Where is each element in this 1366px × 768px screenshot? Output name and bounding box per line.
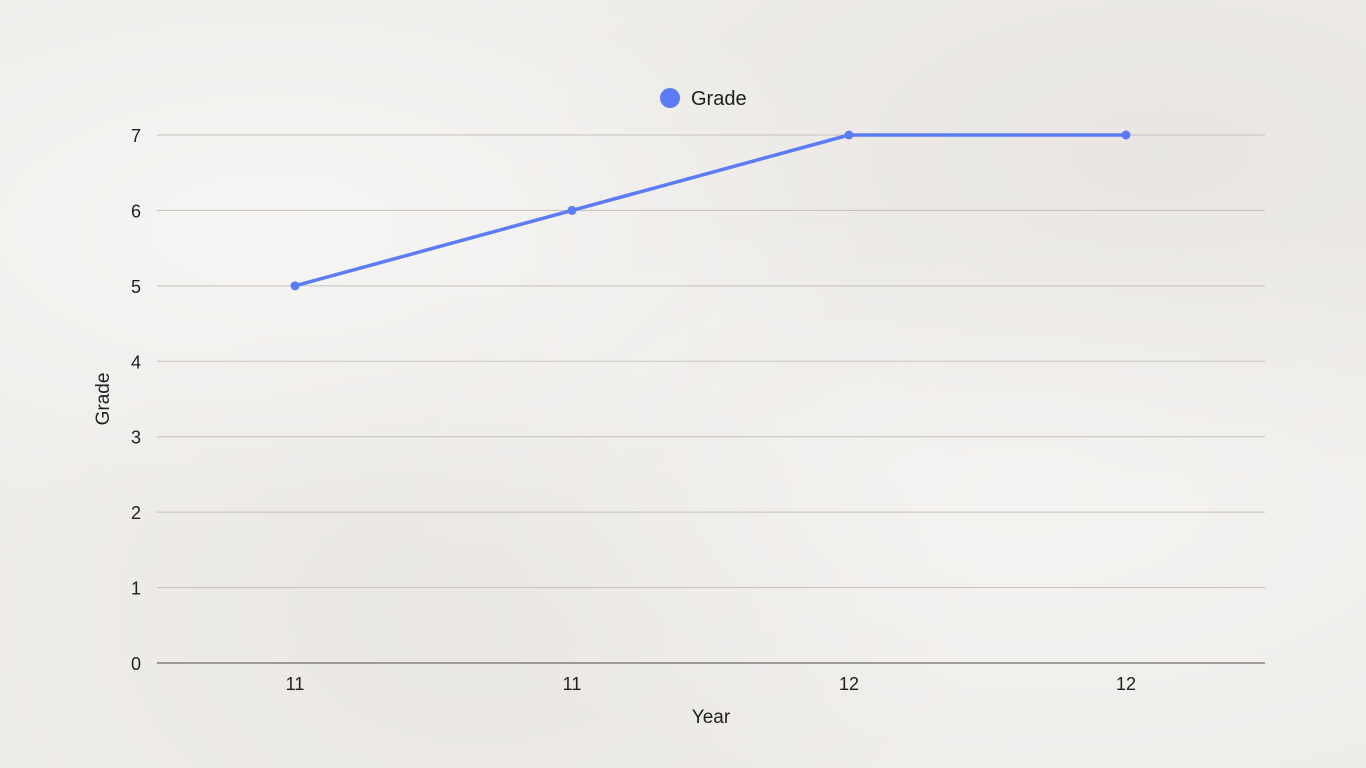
y-tick-label: 5 <box>131 277 141 297</box>
y-tick-label: 6 <box>131 201 141 221</box>
y-tick-label: 0 <box>131 654 141 674</box>
y-tick-label: 4 <box>131 352 141 372</box>
gridlines <box>157 134 1265 664</box>
y-axis-ticks: 0 1 2 3 4 5 6 7 <box>131 126 141 674</box>
series <box>290 130 1131 291</box>
data-point <box>290 281 300 291</box>
y-tick-label: 1 <box>131 579 141 599</box>
x-tick-label: 11 <box>286 674 305 694</box>
x-tick-label: 12 <box>839 674 859 694</box>
legend-label: Grade <box>691 88 747 110</box>
y-tick-label: 7 <box>131 126 141 146</box>
x-tick-label: 12 <box>1116 674 1136 694</box>
legend: Grade <box>660 88 747 110</box>
x-tick-label: 11 <box>563 674 582 694</box>
data-point <box>567 205 577 215</box>
legend-marker <box>660 88 680 108</box>
y-tick-label: 2 <box>131 503 141 523</box>
x-axis-ticks: 11 11 12 12 <box>286 674 1136 694</box>
y-tick-label: 3 <box>131 428 141 448</box>
data-point <box>844 130 854 140</box>
y-axis-title: Grade <box>93 373 114 426</box>
x-axis-title: Year <box>692 707 731 728</box>
data-point <box>1121 130 1131 140</box>
series-line <box>293 133 1128 288</box>
